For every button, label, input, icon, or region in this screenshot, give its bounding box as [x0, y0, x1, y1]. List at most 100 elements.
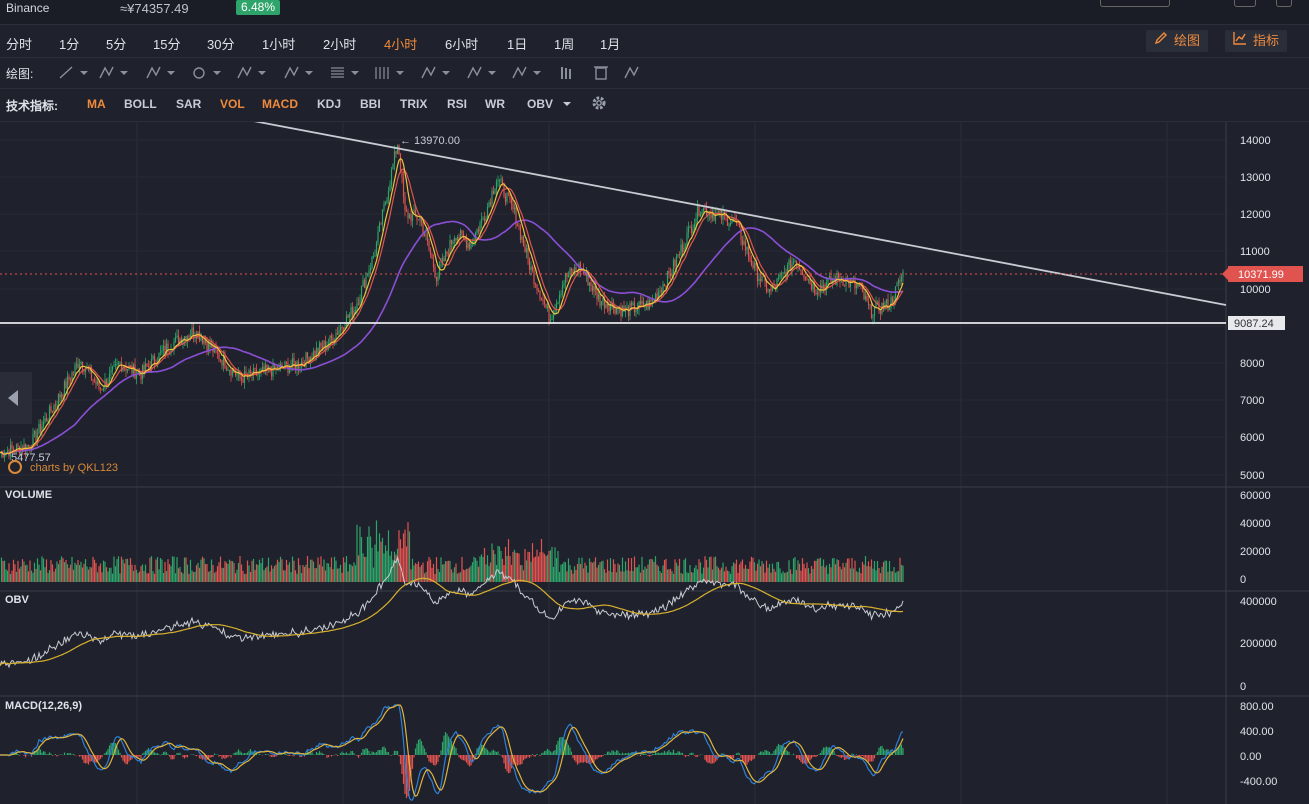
tf-1d[interactable]: 1日 — [507, 37, 528, 52]
scroll-left-button[interactable] — [0, 372, 32, 424]
candle — [627, 306, 630, 317]
candle — [636, 309, 639, 311]
tf-fenshi[interactable]: 分时 — [6, 37, 33, 52]
candle — [36, 433, 39, 441]
tf-4h[interactable]: 4小时 — [384, 37, 418, 52]
volume-bar — [249, 572, 252, 582]
ind-bbi[interactable]: BBI — [360, 97, 381, 111]
ind-trix[interactable]: TRIX — [400, 97, 428, 111]
macd-bar — [435, 755, 438, 765]
tf-2h[interactable]: 2小时 — [323, 37, 357, 52]
volume-bar — [338, 568, 340, 582]
macd-bar — [591, 755, 594, 763]
support-price-text: 9087.24 — [1234, 318, 1274, 330]
candle — [305, 352, 307, 367]
candle — [539, 291, 541, 299]
volume-bar — [206, 564, 208, 582]
candle — [810, 283, 813, 290]
volume-bar — [147, 573, 150, 582]
top-control-box[interactable] — [1100, 0, 1170, 7]
gear-icon[interactable] — [591, 95, 607, 116]
ind-vol[interactable]: VOL — [220, 97, 245, 111]
volume-bar — [95, 562, 97, 582]
macd-bar — [686, 755, 688, 756]
volume-bar — [114, 566, 117, 582]
macd-bar — [45, 754, 48, 755]
tf-1w[interactable]: 1周 — [554, 37, 575, 52]
candle — [230, 370, 232, 376]
macd-bar — [843, 755, 846, 760]
volume-bar — [348, 564, 351, 582]
ind-wr[interactable]: WR — [485, 97, 505, 111]
volume-bar — [414, 563, 417, 582]
price-chart[interactable]: ← 13970.005477.5714000130001200011000100… — [0, 122, 1309, 804]
candle — [665, 285, 667, 287]
star-icon[interactable] — [1276, 0, 1292, 7]
volume-bar — [617, 563, 619, 582]
candle — [867, 301, 870, 305]
indicator-button[interactable]: 指标 — [1225, 30, 1288, 52]
volume-bar — [311, 559, 313, 582]
tf-30min[interactable]: 30分 — [207, 37, 235, 52]
macd-bar — [860, 755, 862, 757]
ind-rsi[interactable]: RSI — [447, 97, 468, 111]
draw-button[interactable]: 绘图 — [1146, 30, 1209, 52]
volume-bar — [794, 557, 796, 582]
volume-bar — [326, 562, 328, 582]
ind-obv[interactable]: OBV — [527, 97, 554, 111]
candle — [873, 307, 876, 316]
candle — [119, 362, 121, 364]
ind-sar[interactable]: SAR — [176, 97, 202, 111]
tf-1h[interactable]: 1小时 — [262, 37, 296, 52]
macd-bar — [393, 750, 396, 755]
indicator-toolbar: 技术指标: MA BOLL SAR VOL MACD KDJ BBI TRIX … — [0, 89, 1309, 122]
volume-bar — [533, 557, 535, 582]
ind-macd[interactable]: MACD — [262, 97, 298, 111]
volume-bar — [143, 570, 145, 582]
volume-bar — [366, 536, 369, 582]
candle — [50, 406, 52, 412]
macd-bar — [186, 755, 189, 758]
macd-bar — [41, 752, 43, 755]
candle — [621, 306, 624, 317]
macd-bar — [446, 733, 448, 755]
candle — [630, 303, 633, 306]
macd-bar — [563, 739, 565, 755]
volume-bar — [542, 552, 544, 582]
ind-boll[interactable]: BOLL — [124, 97, 157, 111]
volume-bar — [716, 566, 718, 582]
macd-bar — [57, 755, 60, 756]
drawing-tools[interactable] — [50, 62, 650, 84]
macd-bar — [167, 754, 169, 755]
macd-bar — [674, 753, 676, 755]
macd-bar — [603, 754, 606, 755]
macd-bar — [164, 751, 166, 755]
macd-bar — [339, 753, 342, 755]
ind-kdj[interactable]: KDJ — [317, 97, 342, 111]
macd-bar — [120, 755, 123, 758]
macd-bar — [320, 752, 322, 755]
macd-bar — [117, 749, 120, 755]
dropdown-caret-icon — [533, 71, 541, 75]
volume-bar — [456, 573, 459, 582]
volume-bar — [803, 563, 805, 582]
ind-ma[interactable]: MA — [87, 97, 106, 111]
candle — [890, 297, 892, 309]
macd-bar — [491, 750, 493, 755]
candle — [191, 327, 193, 336]
tf-1min[interactable]: 1分 — [59, 37, 80, 52]
macd-bar — [419, 738, 421, 755]
volume-bar — [875, 570, 877, 582]
tf-6h[interactable]: 6小时 — [445, 37, 479, 52]
tf-1mo[interactable]: 1月 — [600, 37, 621, 52]
screenshot-icon[interactable] — [1234, 0, 1256, 7]
qkl-logo-icon — [8, 460, 22, 474]
macd-bar — [764, 750, 766, 755]
candle — [192, 327, 195, 336]
tf-15min[interactable]: 15分 — [153, 37, 181, 52]
eraser-icon — [624, 66, 639, 79]
candle — [603, 297, 606, 309]
candle — [126, 369, 129, 371]
obv-dropdown-icon[interactable] — [563, 102, 571, 106]
tf-5min[interactable]: 5分 — [106, 37, 127, 52]
